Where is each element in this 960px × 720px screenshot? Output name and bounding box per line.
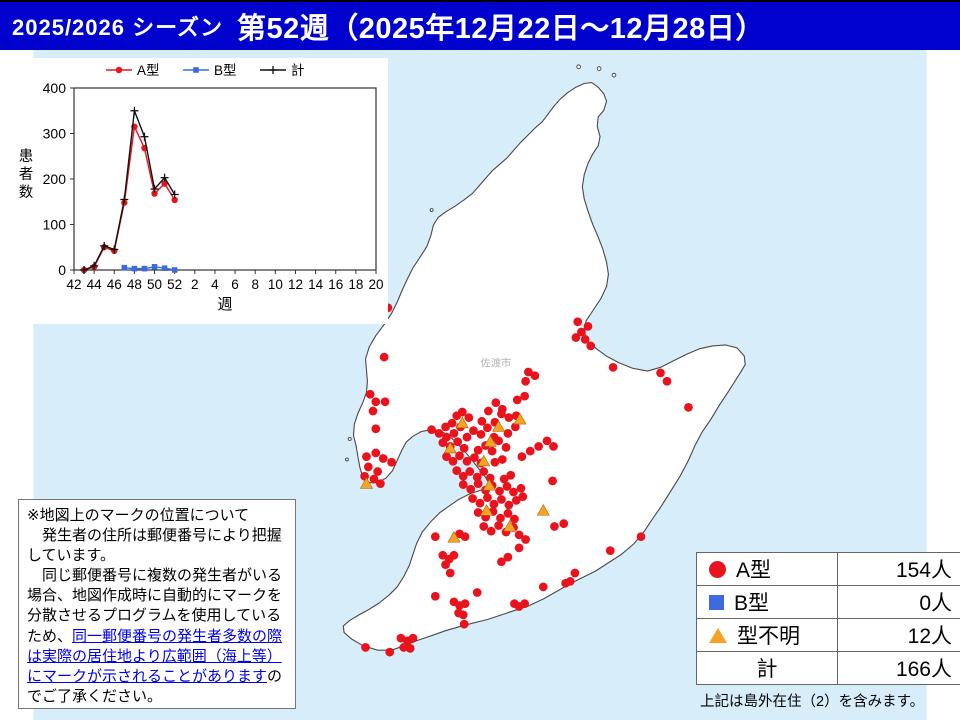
islet (344, 457, 349, 462)
y-tick-label: 400 (43, 80, 67, 96)
b-type-count: 0人 (837, 585, 960, 619)
x-tick-label: 8 (251, 277, 259, 292)
x-tick-label: 44 (87, 277, 103, 292)
b-type-marker-icon (709, 594, 724, 610)
total-label: 計 (756, 658, 778, 681)
note-title: ※地図上のマークの位置について (27, 507, 250, 524)
a-type-case-dots (360, 301, 693, 657)
note-paragraph-2: 同じ郵便番号に複数の発生者がいる場合、地図作成時に自動的にマークを分散させるプロ… (27, 566, 287, 707)
city-name-label: 佐渡市 (480, 356, 511, 369)
table-row-unknown-type: 型不明 12人 (696, 618, 960, 652)
table-row-total: 計 166人 (696, 651, 960, 685)
weekly-trend-chart-panel: 0 100 200 300 400 42 44 46 48 50 52 2 4 6 8 10 12 14 16 18 2… (10, 58, 388, 324)
note-paragraph-2-post: のでご了承ください。 (27, 667, 283, 705)
islet (347, 437, 352, 441)
note-paragraph-1: 発生者の住所は郵便番号により把握しています。 (27, 527, 282, 565)
unknown-type-case-triangles (359, 412, 550, 543)
case-summary-table: A型 154人 B型 0人 型不明 12人 計 166人 (696, 552, 960, 685)
legend-item-B型: B型 (183, 63, 237, 78)
y-tick-label: 0 (58, 262, 66, 278)
legend-label: 計 (291, 63, 305, 78)
note-paragraph-2-pre: 同じ郵便番号に複数の発生者がいる場合、地図作成時に自動的にマークを分散させるプロ… (27, 567, 283, 645)
x-tick-label: 4 (211, 277, 219, 292)
islet (576, 64, 581, 70)
islet (611, 72, 617, 78)
series-A型 (80, 123, 178, 274)
map-note-box: ※地図上のマークの位置について 発生者の住所は郵便番号により把握しています。 同… (18, 499, 296, 709)
island-coastline (342, 82, 746, 651)
x-tick-label: 50 (147, 277, 162, 292)
unknown-type-marker-icon (709, 627, 727, 643)
islet (596, 66, 602, 71)
season-label: 2025/2026 シーズン (12, 15, 224, 40)
x-axis-label: 週 (217, 296, 232, 313)
week-title: 第52週（2025年12月22日～12月28日） (237, 13, 765, 45)
series-B型 (121, 264, 178, 273)
x-tick-label: 42 (66, 277, 81, 292)
x-tick-label: 10 (268, 277, 283, 292)
total-count: 166人 (837, 651, 960, 685)
off-island-footnote: 上記は島外在住（2）を含みます。 (700, 694, 925, 710)
y-tick-label: 200 (43, 171, 67, 187)
a-type-label: A型 (736, 559, 772, 582)
x-tick-label: 2 (191, 277, 199, 292)
table-row-type-a: A型 154人 (696, 552, 960, 586)
x-tick-label: 20 (368, 277, 383, 292)
islet (429, 208, 434, 213)
series-計 (80, 106, 179, 274)
b-type-label: B型 (734, 592, 770, 615)
x-tick-label: 14 (308, 277, 324, 292)
y-tick-label: 300 (43, 126, 67, 142)
x-tick-label: 12 (288, 277, 303, 292)
legend-label: A型 (137, 63, 160, 78)
plot-border (73, 87, 377, 271)
x-tick-label: 48 (127, 277, 142, 292)
title-bar: 2025/2026 シーズン 第52週（2025年12月22日～12月28日） (0, 0, 960, 50)
y-tick-label: 100 (43, 217, 67, 233)
x-tick-label: 6 (231, 277, 239, 292)
x-tick-label: 52 (167, 277, 182, 292)
unknown-type-label: 型不明 (737, 625, 800, 648)
table-row-type-b: B型 0人 (696, 585, 960, 619)
legend-label: B型 (214, 63, 237, 78)
y-axis-label: 患者数 (19, 148, 34, 201)
note-dispersion-link[interactable]: 同一郵便番号の発生者多数の際は実際の居住地より広範囲（海上等）にマークが示される… (27, 627, 283, 685)
x-tick-label: 16 (328, 277, 343, 292)
legend-item-A型: A型 (106, 63, 160, 78)
x-tick-label: 18 (348, 277, 363, 292)
x-tick-label: 46 (107, 277, 122, 292)
legend-item-計: 計 (260, 63, 305, 78)
a-type-marker-icon (709, 560, 726, 578)
a-type-count: 154人 (837, 552, 960, 586)
unknown-type-count: 12人 (837, 618, 960, 652)
